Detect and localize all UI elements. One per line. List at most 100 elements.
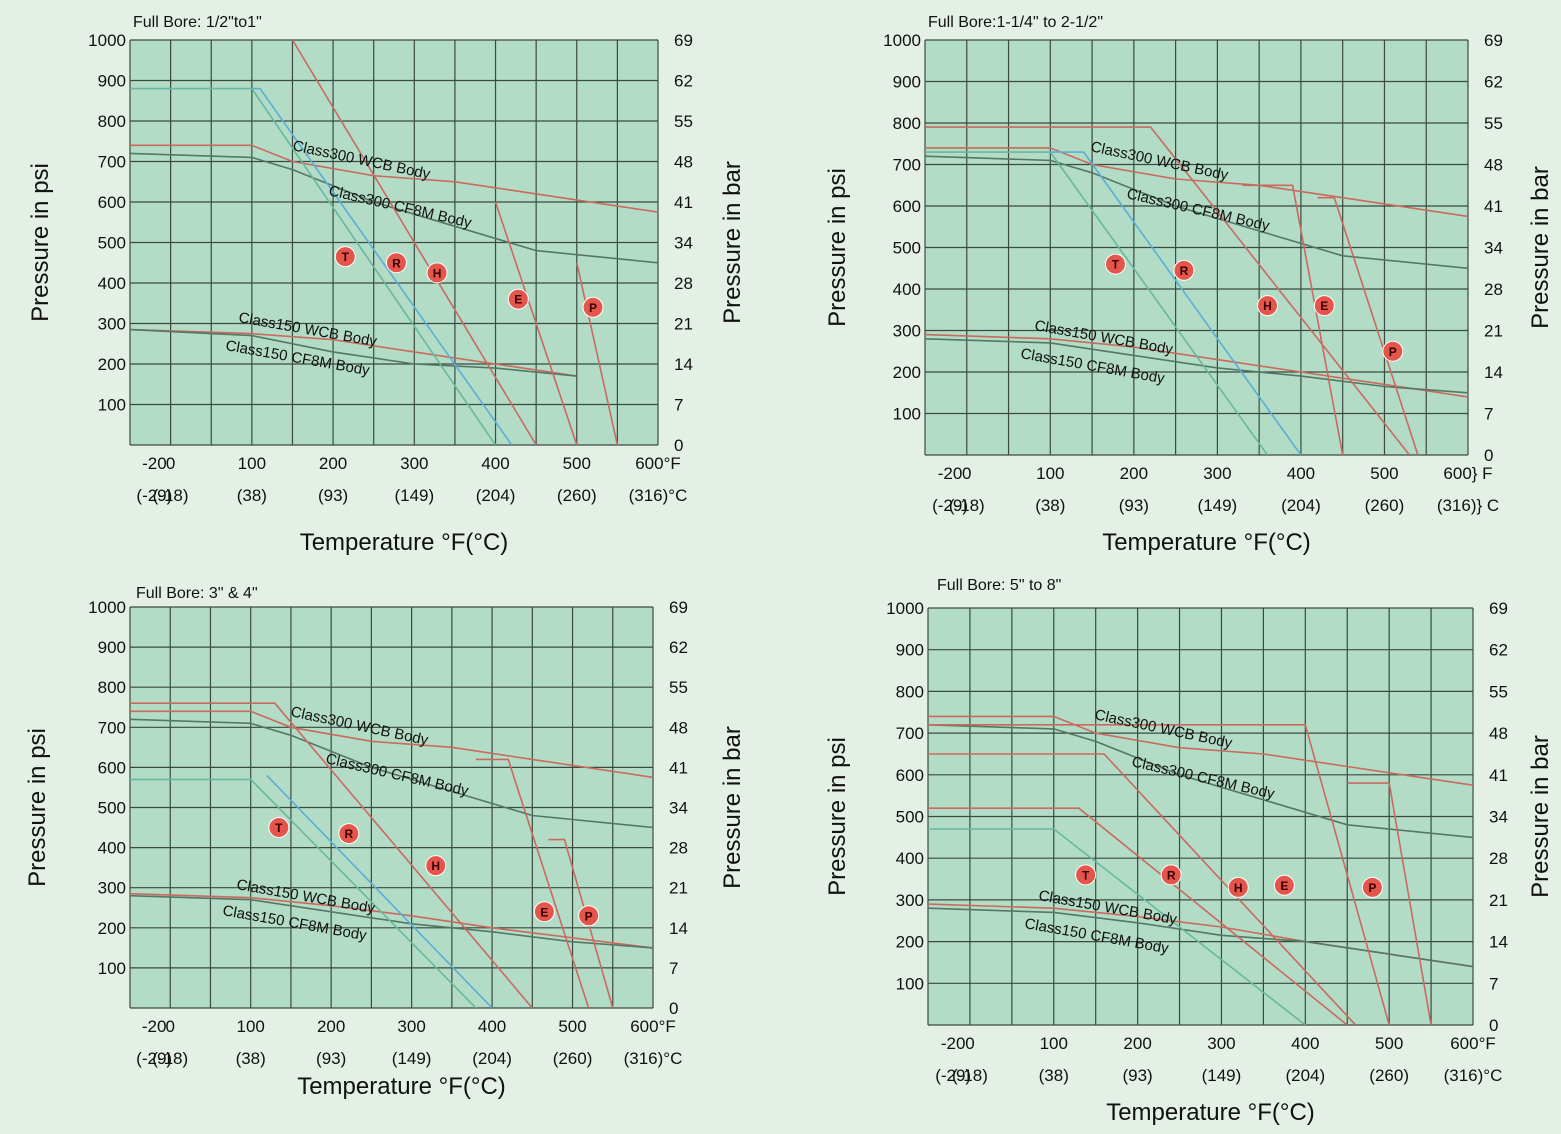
y2-tick-label: 48 xyxy=(1489,724,1508,743)
marker-label: E xyxy=(1320,299,1328,313)
series-line-p xyxy=(548,838,614,1008)
x-tick-label-c: (316)°C xyxy=(624,1049,683,1068)
marker-label: P xyxy=(585,909,593,923)
x-tick-label-f: 100 xyxy=(1036,464,1064,483)
y-tick-label: 600 xyxy=(98,758,126,777)
x-tick-label-f: 200 xyxy=(1123,1034,1151,1053)
series-line-r xyxy=(251,87,513,445)
x-tick-label-c: (-29) xyxy=(932,496,968,515)
y2-tick-label: 62 xyxy=(669,638,688,657)
y2-tick-label: 69 xyxy=(1484,31,1503,50)
y-tick-label: 700 xyxy=(896,724,924,743)
x-tick-label-f: 300 xyxy=(397,1017,425,1036)
y-tick-label: 600 xyxy=(896,766,924,785)
y2-tick-label: 48 xyxy=(674,153,693,172)
x-tick-label-c: (-29) xyxy=(136,486,172,505)
y-tick-label: 1000 xyxy=(886,599,924,618)
y2-tick-label: 28 xyxy=(674,274,693,293)
x-tick-label-f: -20 xyxy=(142,454,167,473)
y2-tick-label: 34 xyxy=(1484,239,1503,258)
x-tick-label-c: (316)°C xyxy=(629,486,688,505)
y-tick-label: 900 xyxy=(98,638,126,657)
series-line-p xyxy=(1347,782,1432,1025)
y2-tick-label: 34 xyxy=(1489,808,1508,827)
series-line-e xyxy=(494,201,578,445)
y-tick-label: 700 xyxy=(893,156,921,175)
x-tick-label-f: 0 xyxy=(962,464,971,483)
y2-axis-title: Pressure in bar xyxy=(719,161,746,324)
x-tick-label-f: 600} F xyxy=(1443,464,1492,483)
marker-p xyxy=(578,905,600,927)
x-tick-label-c: (149) xyxy=(1202,1066,1242,1085)
y2-axis-title: Pressure in bar xyxy=(1527,735,1554,898)
marker-label: E xyxy=(1280,879,1288,893)
x-tick-label-c: (93) xyxy=(318,486,348,505)
y2-tick-label: 28 xyxy=(1484,280,1503,299)
series-line-class150-cf8m-body xyxy=(928,907,1473,968)
y-axis-title: Pressure in psi xyxy=(27,163,54,322)
y-tick-label: 400 xyxy=(896,849,924,868)
x-tick-label-f: 600°F xyxy=(635,454,681,473)
x-tick-label-c: (93) xyxy=(316,1049,346,1068)
marker-label: T xyxy=(1112,258,1120,272)
y2-tick-label: 14 xyxy=(1489,933,1508,952)
grid-lines xyxy=(927,607,1474,1026)
y2-tick-label: 0 xyxy=(669,999,678,1018)
x-tick-label-f: 500 xyxy=(1375,1034,1403,1053)
y-tick-label: 700 xyxy=(98,153,126,172)
y2-tick-label: 62 xyxy=(1489,641,1508,660)
y2-tick-label: 48 xyxy=(669,718,688,737)
series-line-h xyxy=(130,702,533,1008)
series-line-class300-cf8m-body xyxy=(925,155,1468,270)
y-tick-label: 100 xyxy=(896,974,924,993)
x-tick-label-f: 100 xyxy=(238,454,266,473)
marker-e xyxy=(533,901,555,923)
marker-label: P xyxy=(1389,345,1397,359)
x-tick-label-c: (38) xyxy=(1035,496,1065,515)
series-lines xyxy=(928,715,1473,1025)
marker-h xyxy=(426,262,448,284)
x-tick-label-c: (-18) xyxy=(949,496,985,515)
y-tick-label: 200 xyxy=(98,919,126,938)
x-tick-label-f: 400 xyxy=(1291,1034,1319,1053)
marker-label: H xyxy=(433,266,442,280)
y2-tick-label: 69 xyxy=(669,598,688,617)
y-tick-label: 300 xyxy=(893,322,921,341)
series-line-e xyxy=(1242,184,1344,455)
marker-label: T xyxy=(275,821,283,835)
y-tick-label: 400 xyxy=(893,280,921,299)
x-tick-label-c: (93) xyxy=(1119,496,1149,515)
y2-tick-label: 34 xyxy=(674,234,693,253)
y2-tick-label: 41 xyxy=(669,758,688,777)
y-tick-label: 500 xyxy=(893,239,921,258)
x-tick-label-c: (316)°C xyxy=(1444,1066,1503,1085)
x-tick-label-f: 0 xyxy=(165,1017,174,1036)
x-tick-label-f: 600°F xyxy=(630,1017,676,1036)
marker-label: T xyxy=(342,250,350,264)
y-tick-label: 1000 xyxy=(88,31,126,50)
series-line-e xyxy=(928,723,1390,1025)
y-tick-label: 800 xyxy=(98,678,126,697)
marker-label: H xyxy=(1234,881,1243,895)
y-tick-label: 700 xyxy=(98,718,126,737)
series-line-r xyxy=(1050,151,1302,455)
grid-lines xyxy=(129,39,659,446)
y2-tick-label: 41 xyxy=(1484,197,1503,216)
marker-e xyxy=(1273,874,1295,896)
x-tick-label-c: (204) xyxy=(472,1049,512,1068)
y-tick-label: 900 xyxy=(893,73,921,92)
y2-tick-label: 69 xyxy=(674,31,693,50)
series-line-class300-wcb-body xyxy=(925,147,1468,218)
x-tick-label-f: 300 xyxy=(400,454,428,473)
y2-tick-label: 62 xyxy=(674,72,693,91)
x-tick-label-c: (204) xyxy=(1285,1066,1325,1085)
marker-t xyxy=(1104,253,1126,275)
y-tick-label: 800 xyxy=(893,114,921,133)
series-line-class150-wcb-body xyxy=(130,892,653,949)
y2-tick-label: 55 xyxy=(669,678,688,697)
y2-tick-label: 41 xyxy=(674,193,693,212)
